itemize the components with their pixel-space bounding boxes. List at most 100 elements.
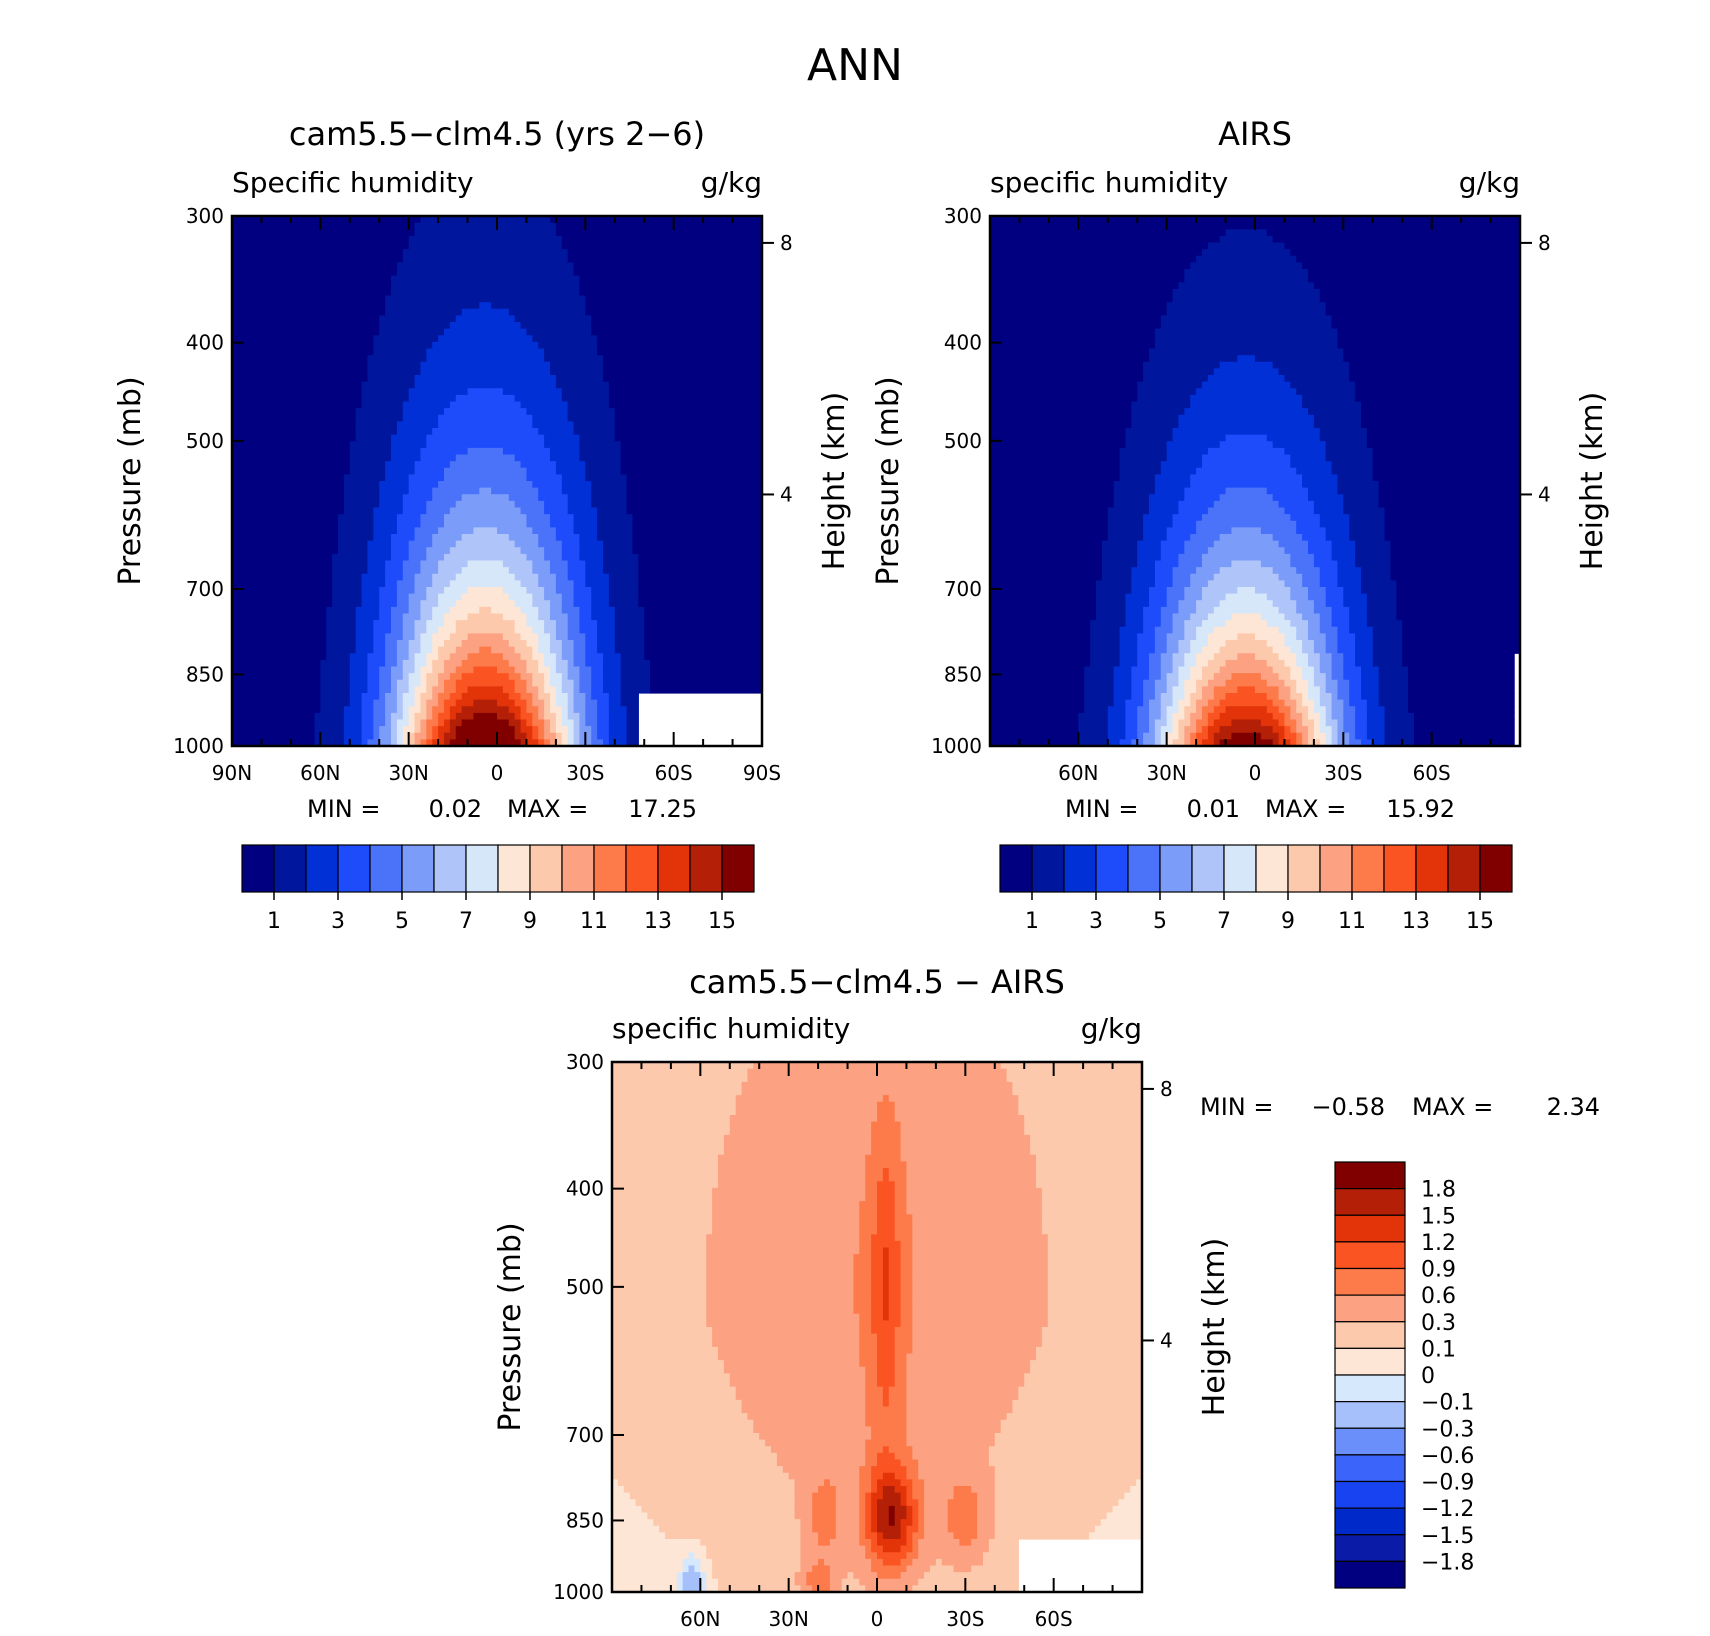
contour-cell	[1190, 732, 1197, 740]
contour-cell	[1172, 573, 1191, 581]
contour-cell	[818, 1532, 837, 1540]
contour-cell	[561, 388, 610, 396]
contour-cell	[361, 394, 410, 403]
contour-cell	[314, 712, 345, 721]
contour-cell	[871, 1512, 878, 1520]
contour-cell	[338, 514, 374, 522]
contour-cell	[232, 328, 380, 336]
contour-cell	[1343, 706, 1356, 714]
contour-cell	[1196, 732, 1209, 740]
contour-cell	[491, 646, 516, 654]
contour-cell	[894, 1452, 913, 1461]
contour-cell	[455, 679, 516, 687]
contour-cell	[741, 1088, 1014, 1096]
contour-cell	[1331, 547, 1356, 555]
contour-cell	[990, 520, 1109, 528]
contour-cell	[1290, 673, 1303, 681]
contour-cell	[1184, 269, 1309, 277]
contour-cell	[479, 302, 492, 310]
contour-cell	[835, 1512, 860, 1520]
contour-cell	[1408, 666, 1515, 674]
contour-cell	[1160, 467, 1197, 475]
contour-cell	[538, 606, 551, 615]
contour-cell	[1178, 560, 1203, 568]
contour-cell	[379, 726, 392, 734]
contour-cell	[1390, 573, 1521, 581]
contour-cell	[1325, 646, 1339, 654]
contour-cell	[597, 626, 616, 634]
contour-cell	[426, 653, 439, 661]
contour-cell	[603, 361, 763, 369]
contour-cell	[432, 580, 451, 588]
contour-cell	[800, 1539, 819, 1547]
contour-cell	[706, 1313, 860, 1321]
contour-cell	[900, 1287, 913, 1295]
contour-cell	[906, 1426, 1002, 1434]
contour-cell	[1047, 1293, 1143, 1302]
colorbar-label: −1.8	[1421, 1550, 1474, 1575]
contour-cell	[338, 534, 374, 542]
contour-cell	[612, 1433, 760, 1441]
contour-cell	[712, 1572, 796, 1580]
contour-cell	[865, 1446, 884, 1454]
contour-cell	[1149, 712, 1162, 721]
contour-cell	[1137, 659, 1150, 668]
contour-cell	[449, 673, 463, 681]
contour-cell	[859, 1333, 878, 1341]
contour-cell	[585, 706, 598, 714]
contour-cell	[612, 1426, 754, 1434]
contour-cell	[1113, 686, 1132, 694]
contour-cell	[591, 487, 628, 495]
contour-cell	[391, 679, 398, 687]
contour-cell	[349, 699, 363, 707]
contour-cell	[1131, 686, 1144, 694]
contour-cell	[650, 659, 763, 668]
contour-cell	[1296, 739, 1303, 747]
contour-cell	[1372, 467, 1521, 475]
contour-cell	[1166, 600, 1180, 608]
contour-cell	[1302, 640, 1315, 648]
contour-cell	[508, 659, 528, 668]
contour-cell	[455, 315, 516, 323]
contour-cell	[597, 712, 610, 721]
contour-cell	[894, 1505, 908, 1514]
contour-cell	[859, 1360, 878, 1368]
contour-cell	[444, 467, 528, 475]
contour-cell	[555, 659, 569, 668]
contour-cell	[1196, 527, 1233, 535]
contour-cell	[426, 547, 451, 555]
contour-cell	[871, 1505, 878, 1514]
contour-cell	[1361, 739, 1374, 747]
contour-cell	[1349, 514, 1386, 522]
contour-cell	[1372, 739, 1386, 747]
contour-cell	[1384, 527, 1521, 535]
colorbar-label: 9	[523, 909, 537, 934]
contour-cell	[900, 1260, 913, 1268]
contour-cell	[706, 1287, 855, 1295]
contour-cell	[871, 1300, 884, 1308]
contour-cell	[1396, 613, 1521, 621]
contour-cell	[585, 567, 604, 575]
contour-cell	[882, 1486, 896, 1494]
contour-cell	[373, 633, 386, 641]
contour-cell	[1178, 414, 1315, 422]
contour-cell	[432, 659, 445, 668]
contour-cell	[1408, 673, 1515, 681]
contour-cell	[1319, 719, 1327, 727]
contour-cell	[550, 520, 575, 528]
contour-cell	[1125, 620, 1144, 628]
contour-cell	[882, 1287, 890, 1295]
contour-cell	[402, 249, 569, 257]
contour-cell	[990, 421, 1132, 429]
contour-cell	[888, 1168, 908, 1176]
contour-cell	[990, 275, 1185, 283]
contour-cell	[561, 739, 569, 747]
contour-cell	[449, 580, 522, 588]
contour-cell	[1296, 679, 1309, 687]
contour-cell	[918, 1519, 925, 1527]
contour-cell	[626, 481, 763, 489]
contour-cell	[1149, 653, 1162, 661]
contour-cell	[561, 653, 575, 661]
contour-cell	[1149, 726, 1156, 734]
